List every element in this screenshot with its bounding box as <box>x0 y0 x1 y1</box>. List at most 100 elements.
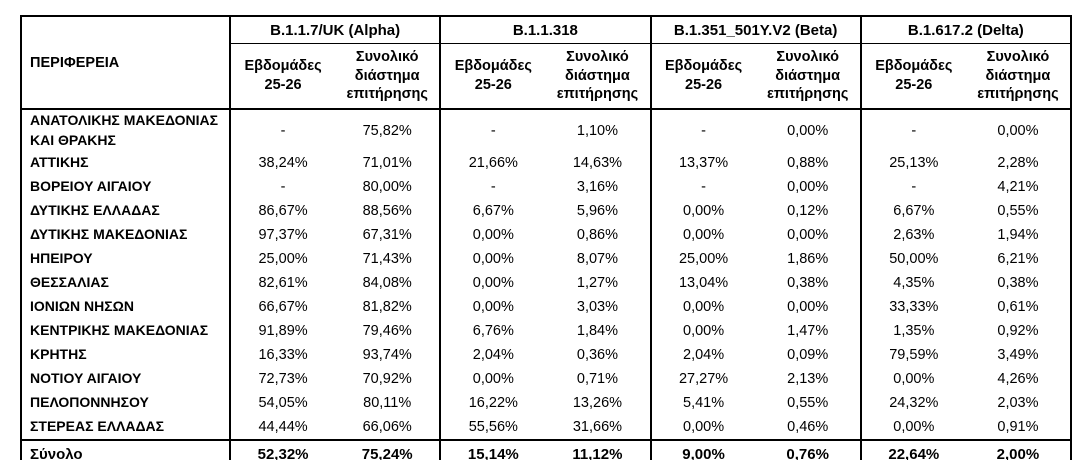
table-row: ΔΥΤΙΚΗΣ ΜΑΚΕΔΟΝΙΑΣ 97,37% 67,31% 0,00% 0,86%… <box>21 223 1071 248</box>
value-cell: 4,35% <box>859 271 966 296</box>
value-cell: 75,82% <box>362 122 412 139</box>
value-cell: 81,82% <box>362 299 412 316</box>
value-cell: 25,00% <box>649 247 756 272</box>
value-cell: 0,00% <box>649 415 756 441</box>
subheader-weeks: Εβδομάδες 25-26 <box>859 43 966 110</box>
value-cell: 0,55% <box>997 203 1039 220</box>
value-cell: 16,33% <box>228 343 336 368</box>
value-cell: 16,22% <box>439 391 546 416</box>
value-cell: 5,96% <box>576 203 618 220</box>
value-cell: 0,38% <box>997 275 1039 292</box>
value-cell: 2,03% <box>997 395 1039 412</box>
value-cell: 0,00% <box>439 247 546 272</box>
total-value-cell: 11,12% <box>545 439 651 460</box>
total-value-cell: 2,00% <box>965 439 1071 460</box>
table-body: ΑΝΑΤΟΛΙΚΗΣ ΜΑΚΕΔΟΝΙΑΣ ΚΑΙ ΘΡΑΚΗΣ -75,82% -… <box>21 109 1071 441</box>
value-cell: 0,00% <box>787 299 829 316</box>
value-cell: 2,04% <box>439 343 546 368</box>
region-cell: ΔΥΤΙΚΗΣ ΜΑΚΕΔΟΝΙΑΣ <box>30 226 188 243</box>
value-cell: 4,26% <box>997 371 1039 388</box>
region-cell: ΚΕΝΤΡΙΚΗΣ ΜΑΚΕΔΟΝΙΑΣ <box>30 322 209 339</box>
total-value-cell: 52,32% <box>228 439 336 460</box>
value-cell: 0,92% <box>997 323 1039 340</box>
value-cell: - <box>228 175 336 200</box>
table-row: ΚΕΝΤΡΙΚΗΣ ΜΑΚΕΔΟΝΙΑΣ 91,89% 79,46% 6,76% 1,8… <box>21 319 1071 344</box>
value-cell: 0,00% <box>439 271 546 296</box>
table-row: ΝΟΤΙΟΥ ΑΙΓΑΙΟΥ 72,73% 70,92% 0,00% 0,71% 27,2… <box>21 367 1071 392</box>
value-cell: 14,63% <box>572 155 623 172</box>
total-value-cell: 15,14% <box>439 439 546 460</box>
value-cell: - <box>859 175 966 200</box>
subheader-total-period: Συνολικό διάστημα επιτήρησης <box>755 43 861 110</box>
value-cell: 2,28% <box>997 155 1039 172</box>
value-cell: - <box>439 109 546 152</box>
value-cell: 91,89% <box>228 319 336 344</box>
value-cell: 6,67% <box>439 199 546 224</box>
value-cell: 3,49% <box>997 347 1039 364</box>
value-cell: 0,00% <box>787 227 829 244</box>
subheader-weeks: Εβδομάδες 25-26 <box>649 43 756 110</box>
variant-group-header-beta: B.1.351_501Y.V2 (Beta) <box>649 16 861 44</box>
value-cell: 21,66% <box>439 151 546 176</box>
value-cell: 5,41% <box>649 391 756 416</box>
variant-group-header-delta: B.1.617.2 (Delta) <box>859 16 1071 44</box>
value-cell: 55,56% <box>439 415 546 441</box>
value-cell: 70,92% <box>362 371 412 388</box>
table-row: ΑΝΑΤΟΛΙΚΗΣ ΜΑΚΕΔΟΝΙΑΣ ΚΑΙ ΘΡΑΚΗΣ -75,82% -… <box>21 109 1071 152</box>
subheader-weeks: Εβδομάδες 25-26 <box>228 43 336 110</box>
value-cell: 1,10% <box>576 122 618 139</box>
value-cell: 86,67% <box>228 199 336 224</box>
value-cell: 79,59% <box>859 343 966 368</box>
value-cell: 0,00% <box>859 415 966 441</box>
table-row: ΠΕΛΟΠΟΝΝΗΣΟΥ 54,05% 80,11% 16,22% 13,26% 5,41… <box>21 391 1071 416</box>
region-cell: ΘΕΣΣΑΛΙΑΣ <box>30 274 109 291</box>
total-row: Σύνολο 52,32% 75,24% 15,14% 11,12% 9,00%… <box>21 439 1071 460</box>
region-column-header: ΠΕΡΙΦΕΡΕΙΑ <box>21 16 230 110</box>
region-cell: ΠΕΛΟΠΟΝΝΗΣΟΥ <box>30 394 149 411</box>
value-cell: 0,09% <box>787 347 829 364</box>
region-cell: ΒΟΡΕΙΟΥ ΑΙΓΑΙΟΥ <box>30 178 152 195</box>
value-cell: 1,86% <box>787 251 829 268</box>
value-cell: 0,36% <box>576 347 618 364</box>
table-row: ΙΟΝΙΩΝ ΝΗΣΩΝ 66,67% 81,82% 0,00% 3,03% 0,00% 0… <box>21 295 1071 320</box>
value-cell: 0,00% <box>859 367 966 392</box>
value-cell: 67,31% <box>362 227 412 244</box>
variant-header-row: ΠΕΡΙΦΕΡΕΙΑ B.1.1.7/UK (Alpha) B.1.1.318 … <box>21 16 1071 110</box>
value-cell: 0,00% <box>649 223 756 248</box>
value-cell: 0,86% <box>576 227 618 244</box>
value-cell: 0,61% <box>997 299 1039 316</box>
region-cell: ΚΡΗΤΗΣ <box>30 346 87 363</box>
value-cell: 0,91% <box>997 419 1039 436</box>
value-cell: 0,71% <box>576 371 618 388</box>
subheader-total-period: Συνολικό διάστημα επιτήρησης <box>965 43 1071 110</box>
table-row: ΔΥΤΙΚΗΣ ΕΛΛΑΔΑΣ 86,67% 88,56% 6,67% 5,96% 0,0… <box>21 199 1071 224</box>
total-value-cell: 9,00% <box>649 439 756 460</box>
value-cell: 6,67% <box>859 199 966 224</box>
value-cell: 24,32% <box>859 391 966 416</box>
value-cell: 13,26% <box>572 395 623 412</box>
value-cell: 0,00% <box>649 295 756 320</box>
value-cell: - <box>439 175 546 200</box>
region-cell: ΑΤΤΙΚΗΣ <box>30 154 89 171</box>
value-cell: 97,37% <box>228 223 336 248</box>
value-cell: 1,47% <box>787 323 829 340</box>
value-cell: - <box>228 109 336 152</box>
variant-surveillance-table: ΠΕΡΙΦΕΡΕΙΑ B.1.1.7/UK (Alpha) B.1.1.318 … <box>20 15 1072 460</box>
value-cell: 80,00% <box>362 179 412 196</box>
region-cell: ΗΠΕΙΡΟΥ <box>30 250 93 267</box>
value-cell: 6,76% <box>439 319 546 344</box>
value-cell: 54,05% <box>228 391 336 416</box>
variant-group-header-b11318: B.1.1.318 <box>439 16 651 44</box>
value-cell: 88,56% <box>362 203 412 220</box>
value-cell: 25,00% <box>228 247 336 272</box>
table-row: ΣΤΕΡΕΑΣ ΕΛΛΑΔΑΣ 44,44% 66,06% 55,56% 31,66% 0… <box>21 415 1071 441</box>
table-row: ΚΡΗΤΗΣ 16,33% 93,74% 2,04% 0,36% 2,04% 0,09% 79… <box>21 343 1071 368</box>
value-cell: 0,00% <box>997 122 1039 139</box>
value-cell: 1,84% <box>576 323 618 340</box>
value-cell: 79,46% <box>362 323 412 340</box>
value-cell: 0,00% <box>439 295 546 320</box>
value-cell: 27,27% <box>649 367 756 392</box>
value-cell: 2,63% <box>859 223 966 248</box>
subheader-total-period: Συνολικό διάστημα επιτήρησης <box>335 43 441 110</box>
value-cell: 0,00% <box>649 199 756 224</box>
